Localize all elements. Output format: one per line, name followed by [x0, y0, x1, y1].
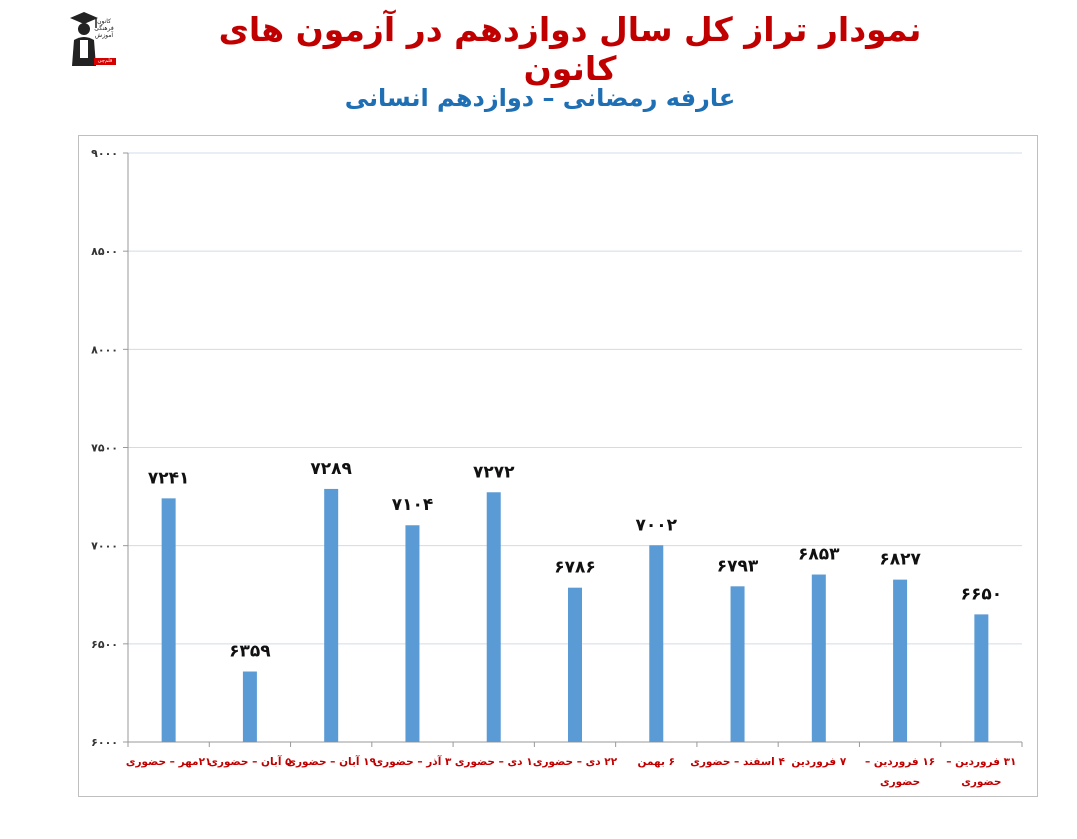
- data-label: ۶۸۵۳: [798, 545, 840, 565]
- data-label: ۶۷۸۶: [554, 558, 596, 578]
- bar: [568, 587, 582, 742]
- chart-subtitle: عارفه رمضانی – دوازدهم انسانی: [344, 84, 736, 112]
- x-axis-label: ۷ فروردین: [791, 756, 846, 768]
- bar: [161, 498, 176, 742]
- x-axis-label: ۱ دی – حضوری: [455, 756, 533, 768]
- data-label: ۷۲۸۹: [310, 459, 352, 479]
- graduate-icon: [70, 12, 98, 66]
- x-axis-label: ۱۹ آبان – حضوری: [286, 755, 376, 768]
- y-tick-label: ۸۵۰۰: [91, 245, 118, 258]
- gridlines: [128, 152, 1022, 645]
- bar: [649, 545, 664, 742]
- data-label: ۷۰۰۲: [636, 515, 678, 535]
- bar: [730, 586, 745, 742]
- chart-frame: [78, 135, 1038, 797]
- x-axis-label: ۳۱ فروردین –: [946, 756, 1016, 768]
- x-axis-label: ۵ آبان – حضوری: [208, 755, 292, 768]
- data-label: ۶۸۲۷: [879, 550, 921, 570]
- x-axis-label: ۶ بهمن: [638, 756, 675, 768]
- logo-tag: قلم‌چی: [94, 58, 116, 65]
- bar: [324, 488, 339, 742]
- logo: [68, 8, 120, 72]
- y-tick-label: ۸۰۰۰: [91, 343, 118, 356]
- bars: [161, 488, 989, 742]
- x-axis-label: ۲۲ دی – حضوری: [533, 756, 618, 768]
- x-axis-label: ۲۱مهر – حضوری: [126, 756, 212, 768]
- data-labels: ۷۲۴۱ ۶۳۵۹ ۷۲۸۹ ۷۱۰۴ ۷۲۷۲ ۶۷۸۶ ۷۰۰۲ ۶۷۹۳ ۶۸۵۳ ۶۸۲۷…: [148, 459, 1002, 662]
- y-tick-label: ۷۵۰۰: [91, 442, 118, 455]
- x-axis-label: حضوری: [880, 776, 920, 788]
- x-axis-label: حضوری: [961, 776, 1001, 788]
- y-tick-label: ۷۰۰۰: [91, 540, 118, 553]
- bar: [242, 671, 257, 742]
- data-label: ۷۲۴۱: [148, 468, 190, 488]
- bar: [405, 525, 420, 742]
- bar: [893, 579, 908, 742]
- chart-title: نمودار تراز کل سال دوازدهم در آزمون های …: [218, 10, 922, 88]
- data-label: ۶۶۵۰: [961, 584, 1003, 604]
- data-label: ۶۳۵۹: [229, 642, 271, 662]
- y-tick-label: ۶۰۰۰: [91, 736, 118, 749]
- logo-text: کانون فرهنگی آموزش: [94, 18, 114, 39]
- y-axis-ticks: ۶۰۰۰ ۶۵۰۰ ۷۰۰۰ ۷۵۰۰ ۸۰۰۰ ۸۵۰۰ ۹۰۰۰: [91, 147, 118, 749]
- x-axis-label: ۱۶ فروردین –: [865, 756, 935, 768]
- x-axis-label: ۳ آذر – حضوری: [374, 755, 452, 768]
- data-label: ۷۱۰۴: [392, 495, 434, 515]
- y-tick-label: ۶۵۰۰: [91, 638, 118, 651]
- data-label: ۷۲۷۲: [473, 462, 515, 482]
- x-axis-label: ۴ اسفند – حضوری: [690, 756, 785, 768]
- bar: [486, 492, 501, 742]
- bar: [974, 614, 989, 742]
- bar: [811, 574, 826, 742]
- data-label: ۶۷۹۳: [717, 556, 759, 576]
- y-tick-label: ۹۰۰۰: [91, 147, 118, 160]
